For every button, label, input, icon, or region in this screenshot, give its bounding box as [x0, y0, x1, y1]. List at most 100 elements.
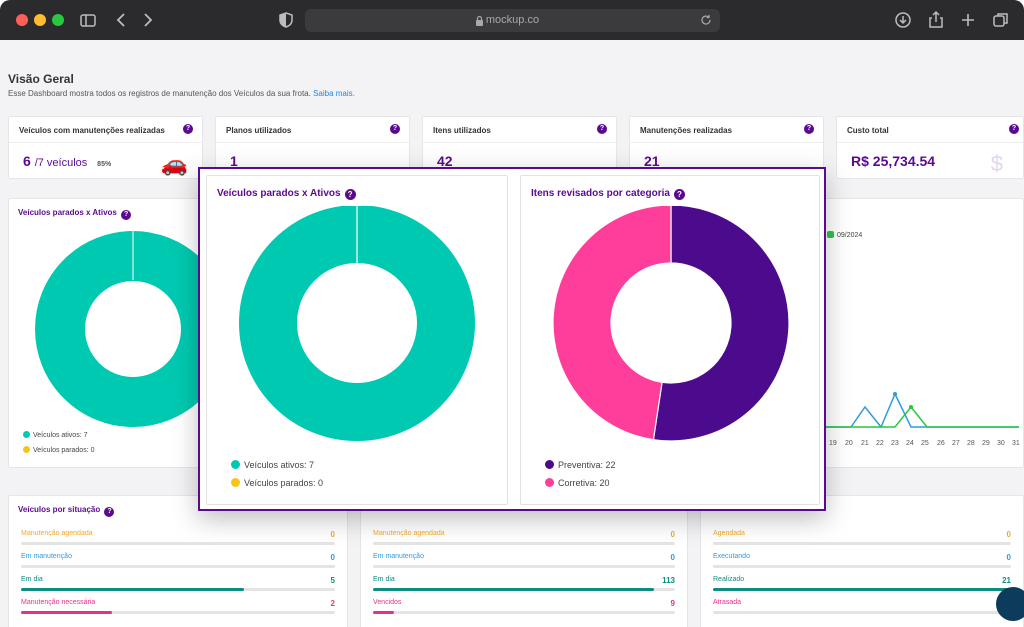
- tabs-overview-icon[interactable]: [991, 10, 1011, 30]
- legend-label: 09/2024: [837, 232, 863, 239]
- legend-label: Veículos ativos: 7: [244, 460, 315, 470]
- status-value: 0: [1006, 553, 1011, 562]
- kpi-label: Itens utilizados: [433, 126, 491, 135]
- sidebar-toggle-icon[interactable]: [78, 10, 98, 30]
- help-icon[interactable]: ?: [673, 189, 685, 200]
- help-icon[interactable]: ?: [104, 507, 115, 517]
- status-label: Em manutenção: [373, 553, 424, 560]
- items-donut-chart: [552, 206, 790, 442]
- legend-label: Preventiva: 22: [558, 460, 616, 470]
- bg-line-chart: [821, 392, 1019, 429]
- divider: [9, 142, 202, 143]
- donut-slice-corretiva[interactable]: [552, 206, 672, 441]
- help-icon[interactable]: ?: [1009, 124, 1019, 134]
- help-icon[interactable]: ?: [121, 210, 132, 220]
- status-bar: [713, 588, 1011, 591]
- status-row: Atrasada: [713, 599, 1011, 621]
- x-tick: 23: [891, 440, 899, 447]
- status-value: 2: [330, 599, 335, 608]
- x-tick: 29: [982, 440, 990, 447]
- x-tick: 31: [1012, 440, 1020, 447]
- status-bar: [713, 611, 1011, 614]
- line-series-green: [821, 405, 1019, 428]
- learn-more-link[interactable]: Saiba mais.: [313, 89, 355, 98]
- status-value: 0: [330, 530, 335, 539]
- kpi-label: Custo total: [847, 126, 889, 135]
- browser-toolbar: mockup.co: [0, 0, 1024, 40]
- x-tick: 25: [921, 440, 929, 447]
- legend-item-active: Veículos ativos: 7: [23, 431, 87, 439]
- help-icon[interactable]: ?: [344, 189, 356, 200]
- status-label: Atrasada: [713, 599, 742, 606]
- legend-swatch: [545, 460, 554, 469]
- x-tick: 27: [952, 440, 960, 447]
- help-icon[interactable]: ?: [804, 124, 814, 134]
- status-value: 5: [330, 576, 335, 585]
- card-title-text: Itens revisados por categoria: [531, 188, 670, 199]
- kpi-label: Veículos com manutenções realizadas: [19, 126, 165, 135]
- kpi-card-vehicles: Veículos com manutenções realizadas ? 6 …: [8, 116, 203, 179]
- status-bar-fill: [373, 611, 395, 614]
- x-tick: 28: [967, 440, 975, 447]
- url-text: mockup.co: [485, 14, 540, 26]
- x-tick: 26: [937, 440, 945, 447]
- status-label: Agendada: [713, 530, 745, 537]
- status-bar: [713, 542, 1011, 545]
- help-icon[interactable]: ?: [390, 124, 400, 134]
- status-bar: [21, 611, 335, 614]
- status-card-maintenances: Agendada 0 Executando 0 Realizado 21 Atrasa…: [700, 495, 1024, 627]
- status-row: Realizado 21: [713, 576, 1011, 598]
- status-row: Executando 0: [713, 553, 1011, 575]
- legend-item-corrective: Corretiva: 20: [545, 478, 610, 488]
- status-row: Em dia 5: [21, 576, 335, 598]
- kpi-value: 6 /7 veículos 85%: [23, 153, 111, 169]
- status-label: Manutenção agendada: [373, 530, 445, 537]
- card-title: Itens revisados por categoria?: [531, 188, 685, 200]
- card-title: Veículos por situação ?: [18, 505, 115, 517]
- x-tick: 24: [906, 440, 914, 447]
- legend-label: Veículos parados: 0: [244, 478, 324, 488]
- help-icon[interactable]: ?: [183, 124, 193, 134]
- kpi-value-number: 6: [23, 153, 31, 169]
- legend-item-month: 09/2024: [827, 231, 862, 239]
- back-icon[interactable]: [112, 10, 132, 30]
- status-label: Em dia: [373, 576, 395, 583]
- divider: [423, 142, 616, 143]
- dollar-icon: $: [990, 151, 1003, 176]
- status-bar: [373, 611, 675, 614]
- legend-swatch: [231, 460, 240, 469]
- help-icon[interactable]: ?: [597, 124, 607, 134]
- forward-icon[interactable]: [137, 10, 157, 30]
- status-row: Agendada 0: [713, 530, 1011, 552]
- status-card-items: Manutenção agendada 0 Em manutenção 0 Em d…: [360, 495, 688, 627]
- description-text: Esse Dashboard mostra todos os registros…: [8, 89, 311, 98]
- address-bar[interactable]: mockup.co: [305, 9, 720, 32]
- status-bar: [373, 542, 675, 545]
- maximize-window-button[interactable]: [52, 14, 64, 26]
- minimize-window-button[interactable]: [34, 14, 46, 26]
- status-value: 0: [670, 553, 675, 562]
- card-title-text: Veículos parados x Ativos: [217, 188, 341, 199]
- reload-icon[interactable]: [700, 14, 712, 26]
- donut-slice-preventiva[interactable]: [652, 206, 790, 442]
- divider: [216, 142, 409, 143]
- kpi-value-sub: /7 veículos: [34, 157, 88, 169]
- download-icon[interactable]: [893, 10, 913, 30]
- car-icon: 🚗: [160, 151, 188, 176]
- divider: [630, 142, 823, 143]
- share-icon[interactable]: [926, 10, 946, 30]
- status-label: Em dia: [21, 576, 43, 583]
- legend-item-preventive: Preventiva: 22: [545, 460, 616, 470]
- status-row: Vencidos 9: [373, 599, 675, 621]
- chat-widget-button[interactable]: [996, 587, 1024, 621]
- status-row: Manutenção agendada 0: [373, 530, 675, 552]
- legend-item-parked: Veículos parados: 0: [231, 478, 323, 488]
- status-bar-fill: [373, 588, 654, 591]
- status-bar: [21, 565, 335, 568]
- new-tab-icon[interactable]: [958, 10, 978, 30]
- kpi-label: Manutenções realizadas: [640, 126, 733, 135]
- shield-icon[interactable]: [276, 10, 296, 30]
- page-title: Visão Geral: [8, 72, 74, 86]
- kpi-label: Planos utilizados: [226, 126, 292, 135]
- close-window-button[interactable]: [16, 14, 28, 26]
